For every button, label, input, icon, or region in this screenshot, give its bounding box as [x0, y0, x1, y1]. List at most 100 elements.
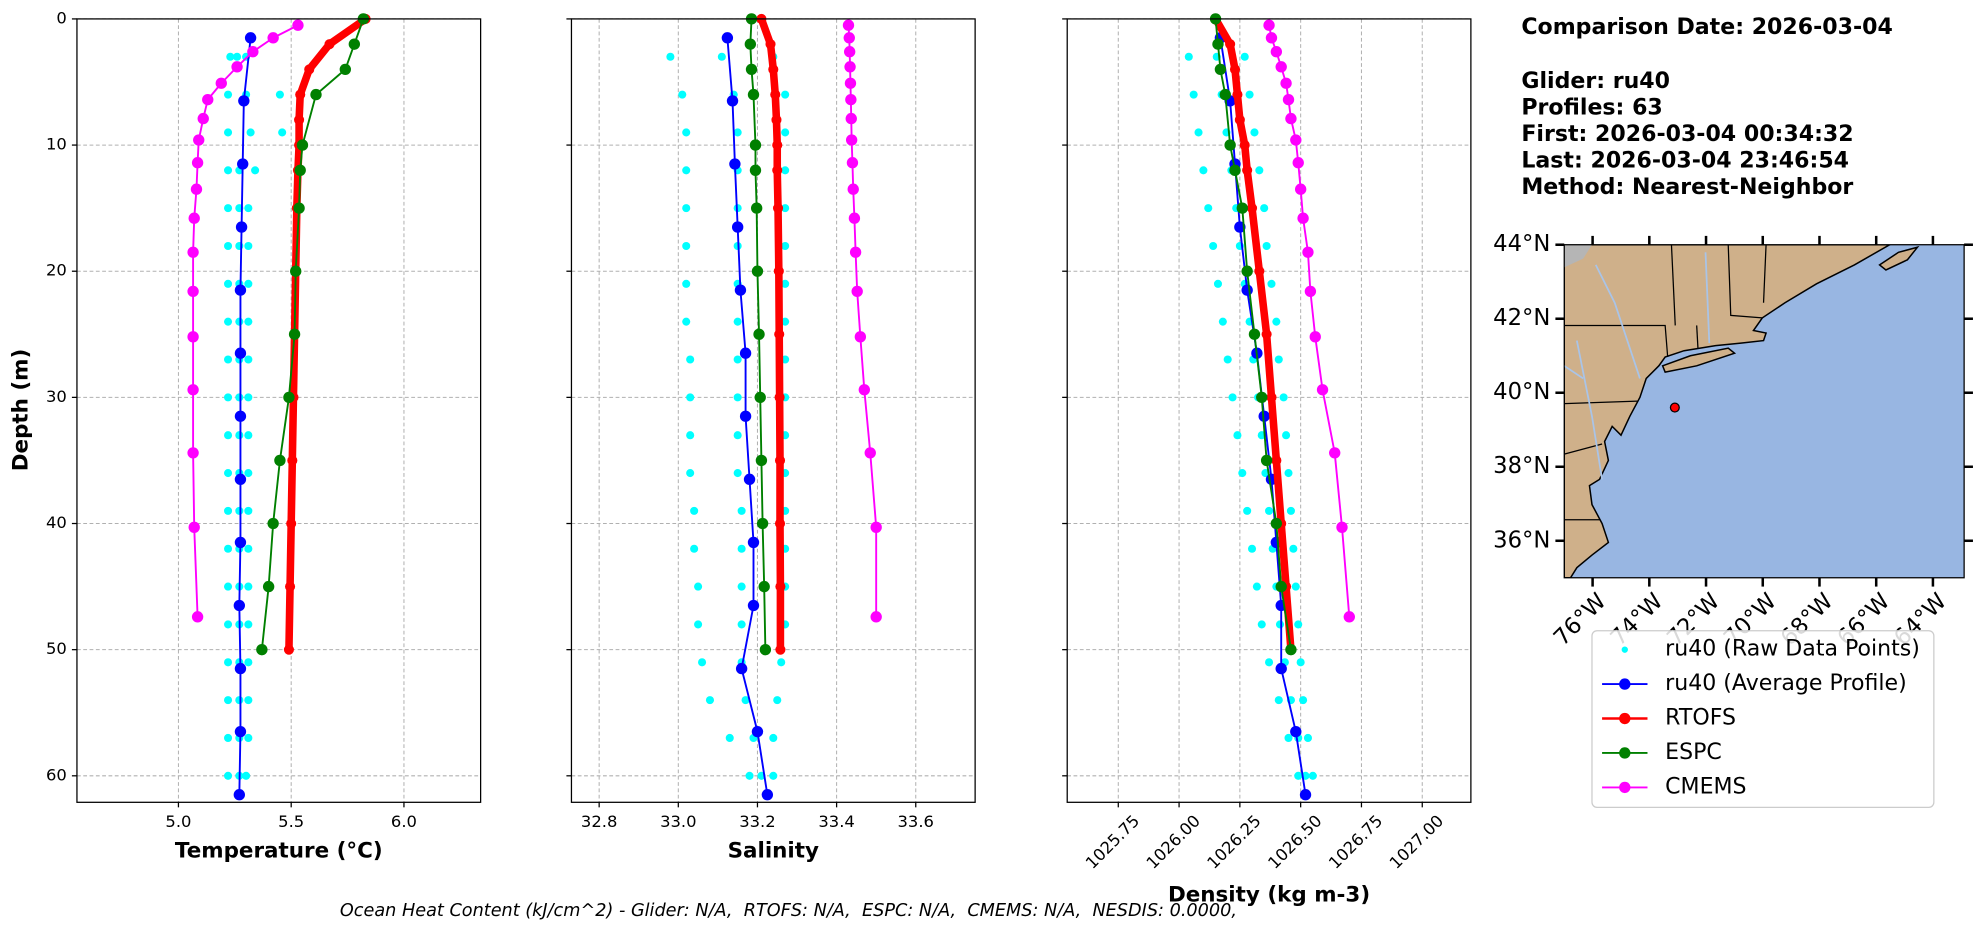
raw-point — [1308, 771, 1317, 780]
profile-marker — [870, 521, 882, 533]
raw-point — [1252, 582, 1261, 591]
raw-point — [781, 166, 790, 175]
x-tick-label: 33.4 — [818, 812, 854, 831]
raw-point — [1299, 696, 1308, 705]
profile-marker — [234, 410, 247, 422]
raw-point — [781, 204, 790, 213]
profile-marker — [747, 88, 760, 101]
profile-marker — [1263, 19, 1275, 31]
raw-point — [1194, 128, 1203, 137]
profile-marker — [751, 265, 764, 277]
raw-point — [224, 128, 233, 137]
raw-point — [226, 52, 235, 61]
raw-point — [244, 658, 253, 667]
profile-marker — [770, 89, 781, 100]
map-y-tick-label: 38°N — [1493, 453, 1550, 479]
x-tick-label: 1026.25 — [1203, 811, 1264, 872]
raw-point — [1265, 506, 1274, 515]
profile-marker — [304, 64, 315, 75]
raw-point — [694, 582, 703, 591]
raw-point — [1260, 204, 1269, 213]
raw-point — [235, 393, 244, 402]
profile-marker — [187, 447, 199, 459]
raw-point — [1303, 733, 1312, 743]
raw-point — [690, 506, 699, 515]
raw-point — [244, 506, 253, 515]
raw-point — [1275, 620, 1285, 629]
y-tick-label: 20 — [46, 261, 67, 280]
profile-marker — [1260, 454, 1273, 467]
profile-marker — [1275, 580, 1287, 593]
raw-point — [224, 317, 233, 326]
raw-point — [244, 241, 253, 251]
profile-marker — [1265, 32, 1278, 44]
profile-marker — [854, 331, 867, 343]
raw-point — [1255, 166, 1264, 175]
profile-marker — [324, 39, 335, 50]
raw-point — [1233, 431, 1242, 440]
raw-point — [682, 279, 691, 288]
profile-marker — [191, 157, 204, 169]
info-line: Comparison Date: 2026-03-04 — [1521, 15, 1892, 40]
profile-marker — [233, 789, 245, 801]
raw-point — [745, 771, 754, 780]
profile-marker — [735, 662, 748, 675]
profile-marker — [759, 643, 772, 656]
raw-point — [1267, 279, 1276, 288]
y-tick-label: 10 — [46, 135, 67, 154]
profile-marker — [294, 164, 306, 176]
raw-point — [224, 469, 233, 478]
raw-point — [1282, 431, 1291, 440]
x-tick-label: 1026.50 — [1264, 811, 1325, 872]
raw-point — [1265, 658, 1274, 667]
y-tick-label: 0 — [56, 8, 66, 27]
axes-frame — [76, 18, 482, 803]
profile-marker — [1248, 328, 1261, 340]
raw-point — [741, 696, 750, 705]
profile-marker — [1304, 285, 1317, 298]
profile-marker — [1212, 38, 1224, 50]
profile-marker — [773, 266, 784, 277]
profile-marker — [765, 39, 776, 50]
profile-marker — [233, 599, 245, 612]
raw-point — [733, 393, 742, 402]
profile-marker — [202, 93, 214, 106]
profile-marker — [1309, 331, 1321, 343]
profile-marker — [234, 473, 247, 486]
x-axis-label: Density (kg m-3) — [1168, 883, 1370, 908]
profile-marker — [739, 410, 752, 422]
profile-marker — [267, 517, 279, 530]
y-tick-label: 60 — [46, 765, 67, 784]
profile-marker — [287, 455, 298, 466]
profile-marker — [755, 454, 768, 467]
profile-marker — [774, 518, 786, 529]
raw-point — [1199, 166, 1208, 175]
map-frame — [1563, 244, 1965, 579]
profile-marker — [1285, 643, 1297, 656]
profile-marker — [295, 89, 306, 100]
profile-marker — [749, 164, 762, 176]
raw-point — [224, 620, 233, 629]
profile-marker — [858, 384, 870, 396]
x-tick-label: 32.8 — [581, 812, 617, 831]
raw-point — [244, 204, 253, 213]
map — [1564, 244, 1965, 578]
profile-marker — [1290, 134, 1302, 146]
profile-marker — [188, 521, 200, 533]
profile-marker — [1229, 164, 1241, 176]
x-tick-label: 33.6 — [898, 812, 934, 831]
raw-point — [1284, 733, 1293, 743]
raw-point — [769, 733, 778, 743]
profile-marker — [294, 114, 305, 125]
raw-point — [781, 317, 790, 326]
profile-marker — [187, 246, 199, 258]
raw-point — [698, 658, 707, 667]
raw-point — [1274, 696, 1283, 705]
profile-marker — [1282, 93, 1295, 106]
profile-marker — [1292, 157, 1304, 169]
profile-marker — [734, 284, 747, 296]
raw-point — [725, 733, 734, 743]
raw-point — [224, 279, 233, 288]
profile-marker — [188, 212, 200, 224]
profile-marker — [744, 38, 757, 50]
